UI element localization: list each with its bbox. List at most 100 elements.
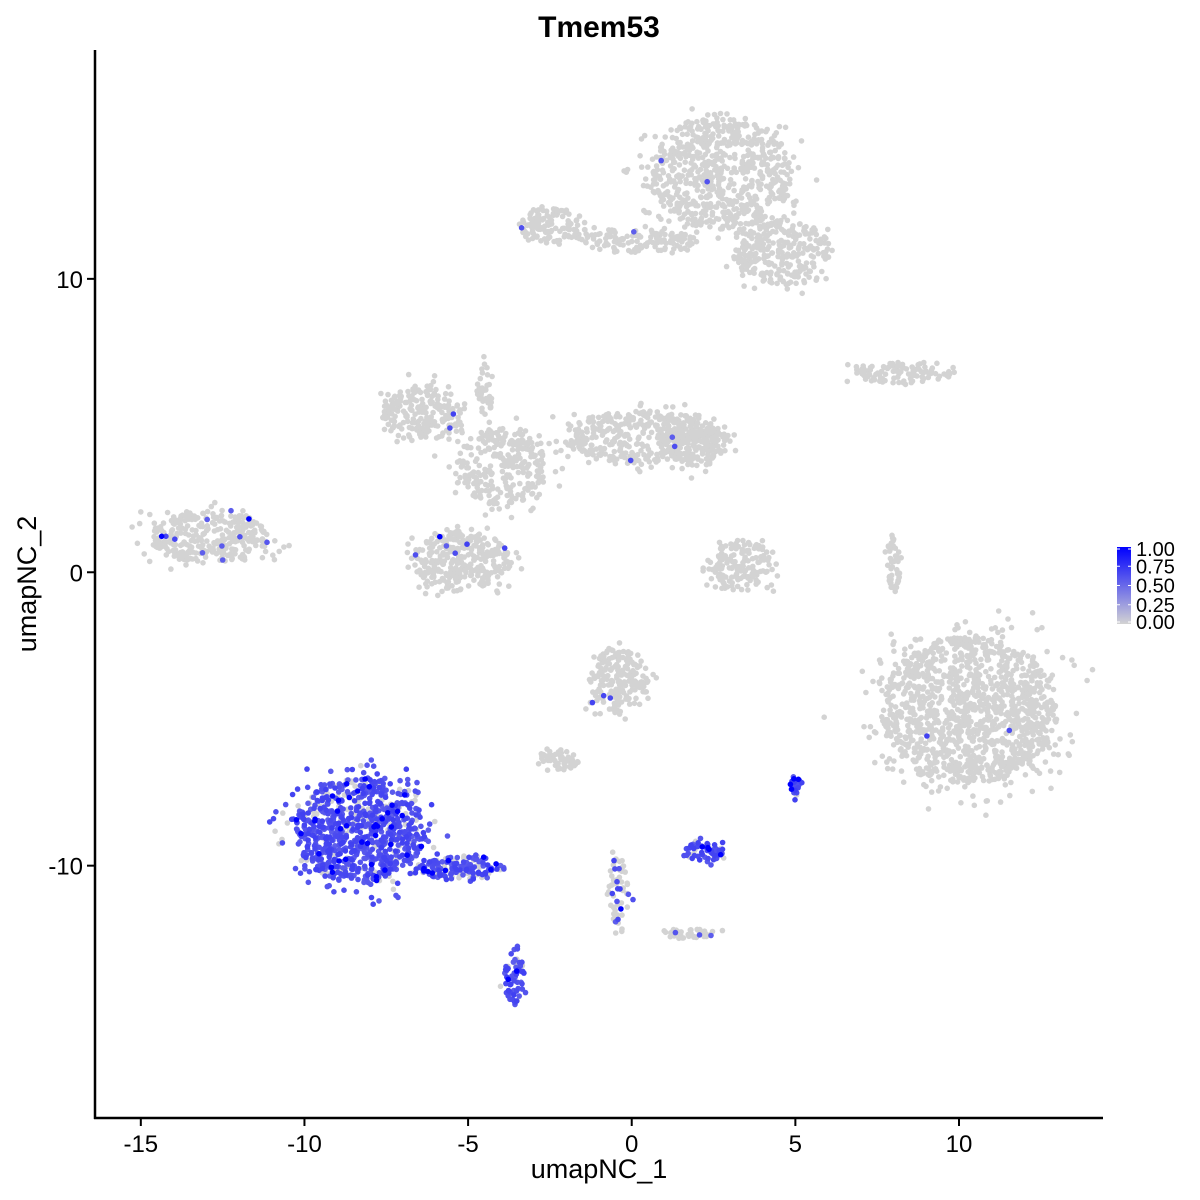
cell-point [726,139,732,145]
cell-point [439,416,446,423]
cell-point [891,375,897,382]
cell-point [595,414,602,421]
cell-point [286,542,292,549]
cell-point [958,775,965,781]
cell-point [731,165,737,171]
cell-point [685,195,691,201]
cell-point [208,503,215,510]
cell-point [589,442,595,449]
cell-point [603,235,609,242]
cell-point [146,558,153,565]
cell-point [740,559,746,566]
cell-point [650,239,656,246]
cell-point [666,412,673,419]
cell-point [358,762,364,769]
cell-point [692,200,698,206]
cell-point [962,619,969,625]
cell-point [574,222,581,228]
cell-point [239,551,246,558]
cell-point [892,704,899,710]
cell-point [984,798,991,804]
cell-point [678,246,684,253]
cell-point [1071,662,1077,669]
cell-point [814,275,820,281]
cell-point [487,404,494,411]
cell-point [818,238,824,244]
cell-point [1052,742,1058,748]
cell-point [885,729,891,736]
cell-point [216,518,223,524]
cell-point [627,413,633,420]
cell-point [506,499,513,506]
cell-point [900,751,906,757]
cell-point [568,755,575,762]
cell-point [879,753,886,759]
cell-point [791,202,797,209]
cell-point [610,457,617,463]
cell-point [936,739,943,746]
cell-point [522,486,528,492]
cell-point [622,682,629,689]
cell-point [792,269,798,276]
cell-point [168,528,175,534]
cell-point [591,654,597,660]
cell-point [458,464,465,470]
cell-point [550,414,556,420]
cell-point [704,194,711,201]
cell-point [892,545,899,551]
cell-point [1023,685,1029,692]
cell-point [891,639,897,645]
cell-point [734,567,741,573]
cell-point [709,212,716,218]
cell-point [950,697,956,704]
cell-point [552,225,559,232]
cell-point [756,545,763,552]
cell-point [645,695,651,702]
cell-point [276,548,283,555]
cell-point [591,224,597,231]
cell-point [478,429,485,436]
cell-point [394,408,401,414]
cell-point [545,236,551,242]
cell-point [686,418,693,425]
cell-point [457,474,463,481]
cell-point [980,635,986,642]
cell-point [910,368,916,374]
cell-point [640,430,646,437]
cell-point [596,420,602,427]
cell-point [717,148,724,155]
cell-point [494,588,500,594]
cell-point [905,722,911,729]
cell-point [636,701,643,708]
cell-point [590,236,597,242]
cell-point [783,281,789,288]
cell-point [561,766,567,773]
cell-point [896,574,902,581]
cell-point [627,424,634,431]
cell-point [926,694,933,701]
cell-point [1015,708,1022,714]
cell-point [477,492,483,499]
cell-point [483,432,489,438]
cell-point [609,228,616,234]
cell-point [583,706,589,712]
cell-point [456,408,463,415]
cell-point [609,665,615,671]
cell-point [719,572,725,578]
cell-point [964,652,970,659]
cell-point [699,154,706,161]
cell-point [813,231,820,238]
cell-point [226,520,233,527]
cell-point [605,682,612,688]
cell-point [971,647,978,653]
cell-point [745,147,751,153]
cell-point [496,506,503,512]
cell-point [719,176,725,182]
cell-point [766,171,773,178]
cell-point [485,580,491,587]
cell-point [928,789,935,795]
cell-point [920,705,926,711]
cell-point [757,223,763,230]
cell-point [688,475,695,481]
cell-point [716,565,723,572]
